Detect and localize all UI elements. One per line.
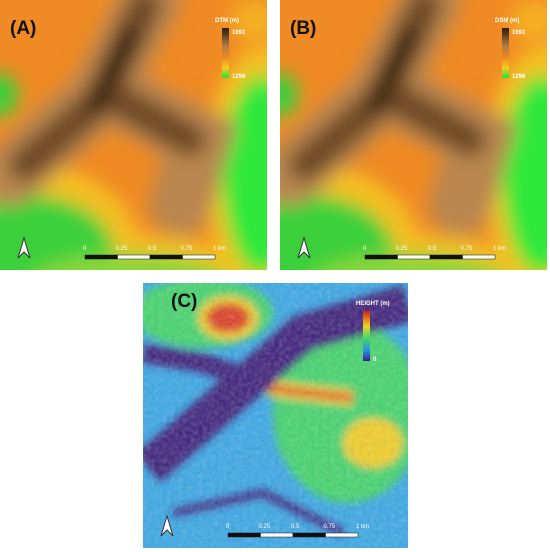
scale-segment	[462, 254, 496, 260]
legend-colorbar	[502, 28, 509, 78]
legend-title: DTM (m)	[215, 18, 239, 24]
scale-segment	[260, 532, 294, 538]
legend-title: HEIGHT (m)	[356, 301, 390, 307]
scale-segment	[182, 254, 216, 260]
scale-label: 1 km	[356, 524, 369, 530]
legend-colorbar	[222, 28, 229, 78]
legend-max: 1691	[232, 30, 246, 36]
scale-segment	[397, 254, 431, 260]
legend-min: 1296	[512, 74, 526, 80]
scale-label: 1 km	[493, 246, 506, 252]
panel-label: (A)	[10, 18, 36, 39]
scale-label: 0	[363, 246, 367, 252]
scale-segment	[364, 254, 398, 260]
legend-max: 1691	[512, 30, 526, 36]
scale-segment	[149, 254, 183, 260]
scale-label: 0.5	[291, 524, 300, 530]
panel-label: (B)	[290, 18, 316, 39]
scale-segment	[117, 254, 151, 260]
scale-label: 0.25	[259, 524, 271, 530]
height-map	[133, 278, 423, 548]
scale-segment	[227, 532, 261, 538]
scale-label: 0.25	[396, 246, 408, 252]
legend-colorbar	[363, 311, 370, 361]
legend-min: 0	[373, 357, 377, 363]
scale-label: 0.5	[428, 246, 437, 252]
scale-label: 0.75	[324, 524, 336, 530]
scale-segment	[325, 532, 359, 538]
overlays: (A) DTM (m) 1691 1296 0 0.25 0.5 0.75 1 km (B) DSM…	[10, 18, 526, 538]
legend-title: DSM (m)	[495, 18, 519, 24]
scale-label: 0.75	[181, 246, 193, 252]
scale-segment	[292, 532, 326, 538]
scale-label: 0.25	[116, 246, 128, 252]
panel-overlay: (B) DSM (m) 1691 1296 0 0.25 0.5 0.75 1 km	[290, 18, 526, 260]
scale-label: 0	[226, 524, 230, 530]
north-arrow	[17, 236, 31, 259]
scale-label: 1 km	[213, 246, 226, 252]
scale-segment	[84, 254, 118, 260]
scale-label: 0	[83, 246, 87, 252]
scale-label: 0.5	[148, 246, 157, 252]
scale-label: 0.75	[461, 246, 473, 252]
north-arrow	[160, 514, 174, 537]
panel-overlay: (A) DTM (m) 1691 1296 0 0.25 0.5 0.75 1 km	[10, 18, 246, 260]
panel-label: (C)	[171, 291, 197, 312]
scale-segment	[429, 254, 463, 260]
legend-min: 1296	[232, 74, 246, 80]
panel-overlay: (C) HEIGHT (m) 0 0 0.25 0.5 0.75 1 km	[160, 291, 390, 538]
north-arrow	[297, 236, 311, 259]
